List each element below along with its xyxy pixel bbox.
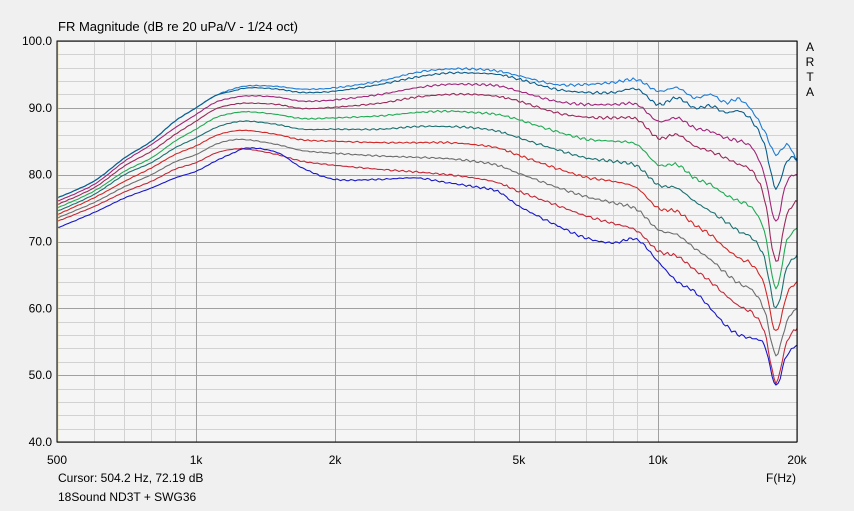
series-line [56, 138, 798, 357]
y-tick-label: 80.0 [29, 168, 53, 182]
y-tick-label: 70.0 [29, 235, 53, 249]
plot-frame [56, 40, 798, 443]
x-tick-label: 1k [190, 453, 204, 467]
y-tick-label: 90.0 [29, 101, 53, 115]
series-line [56, 82, 797, 222]
arta-brand: A R T A [803, 40, 817, 100]
series-line [56, 92, 798, 262]
x-tick-labels: 500 1k 2k 5k 10k 20k [47, 453, 808, 467]
measurement-note: 18Sound ND3T + SWG36 [58, 490, 197, 504]
brand-letter: R [805, 55, 815, 69]
brand-letter: A [805, 85, 814, 99]
x-tick-label: 5k [513, 453, 527, 467]
y-tick-labels: 40.0 50.0 60.0 70.0 80.0 90.0 100.0 [22, 34, 52, 449]
series-line [56, 129, 798, 331]
series-line [56, 147, 798, 386]
x-tick-label: 20k [787, 453, 807, 467]
brand-letter: A [805, 40, 814, 54]
x-tick-label: 10k [648, 453, 668, 467]
y-tick-label: 50.0 [29, 368, 53, 382]
x-tick-label: 2k [329, 453, 343, 467]
y-tick-label: 100.0 [22, 34, 52, 48]
brand-letter: T [806, 70, 814, 84]
series-layer [56, 67, 798, 386]
x-axis-label: F(Hz) [766, 471, 796, 485]
series-line [56, 109, 798, 290]
series-line [56, 120, 798, 309]
chart-title: FR Magnitude (dB re 20 uPa/V - 1/24 oct) [58, 19, 298, 34]
x-tick-label: 500 [47, 453, 67, 467]
series-line [56, 147, 798, 385]
y-tick-label: 40.0 [29, 435, 53, 449]
series-line [56, 71, 798, 199]
y-tick-label: 60.0 [29, 301, 53, 315]
cursor-readout: Cursor: 504.2 Hz, 72.19 dB [58, 471, 204, 485]
